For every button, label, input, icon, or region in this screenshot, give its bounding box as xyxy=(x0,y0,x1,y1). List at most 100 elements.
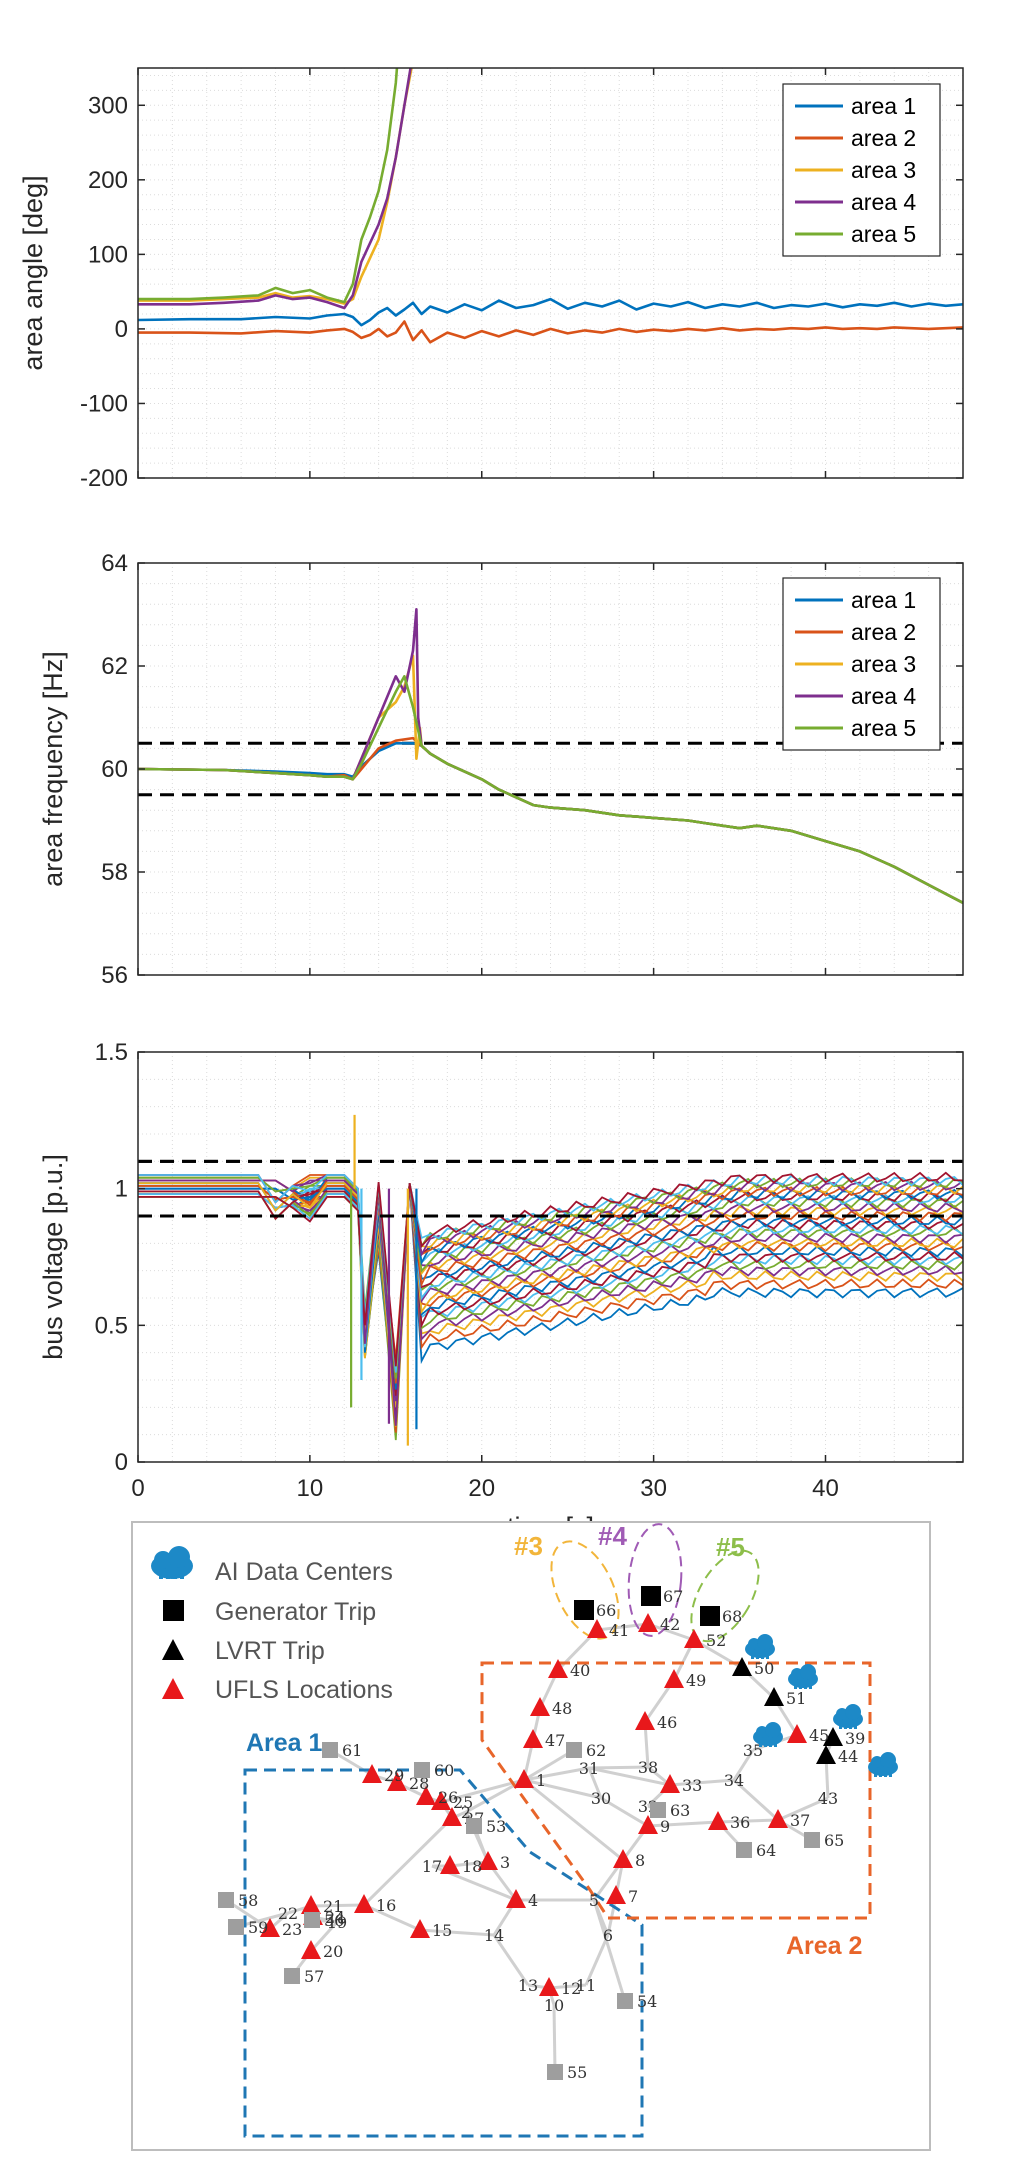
area2-boundary xyxy=(480,1661,872,1920)
area1-label: Area 1 xyxy=(246,1729,323,1757)
ufls-icon xyxy=(362,1764,382,1783)
group3-label: #3 xyxy=(514,1531,543,1561)
transmission-line xyxy=(777,1796,829,1822)
ufls-icon xyxy=(442,1807,462,1826)
plot-lines xyxy=(138,1114,963,1446)
legend-label-ufls: UFLS Locations xyxy=(215,1676,393,1704)
bus-voltage-line xyxy=(138,1179,963,1392)
lvrt-icon xyxy=(823,1727,843,1746)
ufls-icon xyxy=(354,1894,374,1913)
bus-voltage-line xyxy=(138,1179,963,1426)
bus-label: 47 xyxy=(545,1731,565,1750)
cloud-bar xyxy=(774,1736,777,1747)
y-tick-label: 0 xyxy=(115,316,128,343)
bus-label: 7 xyxy=(628,1887,638,1906)
legend-datacenter: AI Data Centers xyxy=(151,1546,393,1586)
bus-label: 63 xyxy=(670,1801,690,1820)
generator-icon xyxy=(218,1892,234,1908)
transmission-line xyxy=(449,1860,489,1868)
bus-label: 8 xyxy=(635,1851,645,1870)
diagram-legend: AI Data Centers Generator Trip LVRT Trip… xyxy=(151,1546,393,1704)
legend-label: area 5 xyxy=(851,221,916,247)
generator-icon xyxy=(466,1818,482,1834)
lvrt-icon xyxy=(732,1657,752,1676)
y-tick-label: 62 xyxy=(101,653,128,680)
bus-label: 41 xyxy=(609,1621,629,1640)
bus-label: 43 xyxy=(818,1789,838,1808)
ufls-icon xyxy=(587,1619,607,1638)
black-square-icon xyxy=(163,1600,184,1621)
legend-generator-trip: Generator Trip xyxy=(163,1598,376,1626)
transmission-line xyxy=(440,1778,525,1804)
transmission-line xyxy=(647,1820,719,1828)
ufls-icon xyxy=(708,1811,728,1830)
generator-icon xyxy=(284,1968,300,1984)
y-tick-label: 56 xyxy=(101,962,128,989)
cloud-datacenter-icon xyxy=(745,1634,775,1659)
transmission-line xyxy=(588,1766,671,1787)
bus-voltage-line xyxy=(138,1183,963,1441)
bus-label: 22 xyxy=(278,1904,298,1923)
x-tick-label: 30 xyxy=(640,1475,667,1502)
legend-label: area 1 xyxy=(851,587,916,613)
lvrt-icon xyxy=(816,1745,836,1764)
transmission-line xyxy=(592,1899,627,2002)
legend: area 1 area 2 area 3 area 4 area 5 xyxy=(782,83,941,257)
bus-label: 50 xyxy=(754,1659,774,1678)
cloud-bar xyxy=(751,1648,754,1659)
bus-label: 12 xyxy=(561,1979,581,1998)
transmission-line xyxy=(523,1778,624,1862)
y-axis-title: area frequency [Hz] xyxy=(38,651,68,887)
bus-label: 31 xyxy=(579,1759,599,1778)
series-line-area-5 xyxy=(138,68,399,304)
group3-ellipse xyxy=(550,1540,620,1640)
series-line-area-1 xyxy=(138,297,963,327)
bus-voltage-line xyxy=(138,1183,963,1420)
cloud-part xyxy=(748,1638,760,1650)
red-triangle-icon xyxy=(162,1678,184,1699)
bus-label: 48 xyxy=(552,1699,572,1718)
bus-label: 68 xyxy=(722,1607,742,1626)
bus-label: 58 xyxy=(238,1891,258,1910)
y-tick-label: 200 xyxy=(88,167,128,194)
legend-label: area 3 xyxy=(851,157,916,183)
bus-voltage-line xyxy=(138,1183,963,1421)
bus-voltage-line xyxy=(138,1183,963,1384)
bus-label: 61 xyxy=(342,1741,362,1760)
group5-label: #5 xyxy=(716,1532,745,1562)
cloud-bar xyxy=(761,1648,764,1659)
bus-label: 19 xyxy=(327,1913,347,1932)
bus-label: 40 xyxy=(570,1661,590,1680)
cloud-bar xyxy=(874,1766,877,1777)
cloud-bar xyxy=(756,1648,759,1659)
bus-label: 46 xyxy=(657,1713,677,1732)
generator-icon xyxy=(547,2064,563,2080)
cloud-datacenter-icon xyxy=(788,1664,818,1689)
cloud-part xyxy=(845,1704,861,1720)
bus-label: 62 xyxy=(586,1741,606,1760)
ufls-icon xyxy=(301,1940,321,1959)
black-triangle-icon xyxy=(162,1639,184,1660)
y-axis-title: area angle [deg] xyxy=(18,175,48,370)
transmission-line xyxy=(523,1748,575,1782)
transmission-line xyxy=(647,1622,695,1642)
cloud-bar xyxy=(759,1736,762,1747)
bus-voltage-line xyxy=(138,1183,963,1413)
axes-box xyxy=(137,67,964,479)
area-regions xyxy=(243,1523,872,2138)
series-line-area-2 xyxy=(138,320,963,344)
transmission-line xyxy=(600,1796,649,1828)
bus-label: 60 xyxy=(434,1761,454,1780)
cloud-part xyxy=(871,1756,883,1768)
bus-voltage-line xyxy=(138,1183,963,1379)
transmission-line xyxy=(419,1928,495,1937)
ufls-icon xyxy=(301,1895,321,1914)
bus-label: 10 xyxy=(544,1996,564,2015)
bus-label: 36 xyxy=(730,1813,750,1832)
y-tick-label: 1 xyxy=(115,1176,128,1203)
area-angle-chart: -200 -100 0 100 200 300 area angle [deg] area 1… xyxy=(18,67,964,492)
generator-trip-icon xyxy=(700,1606,720,1626)
